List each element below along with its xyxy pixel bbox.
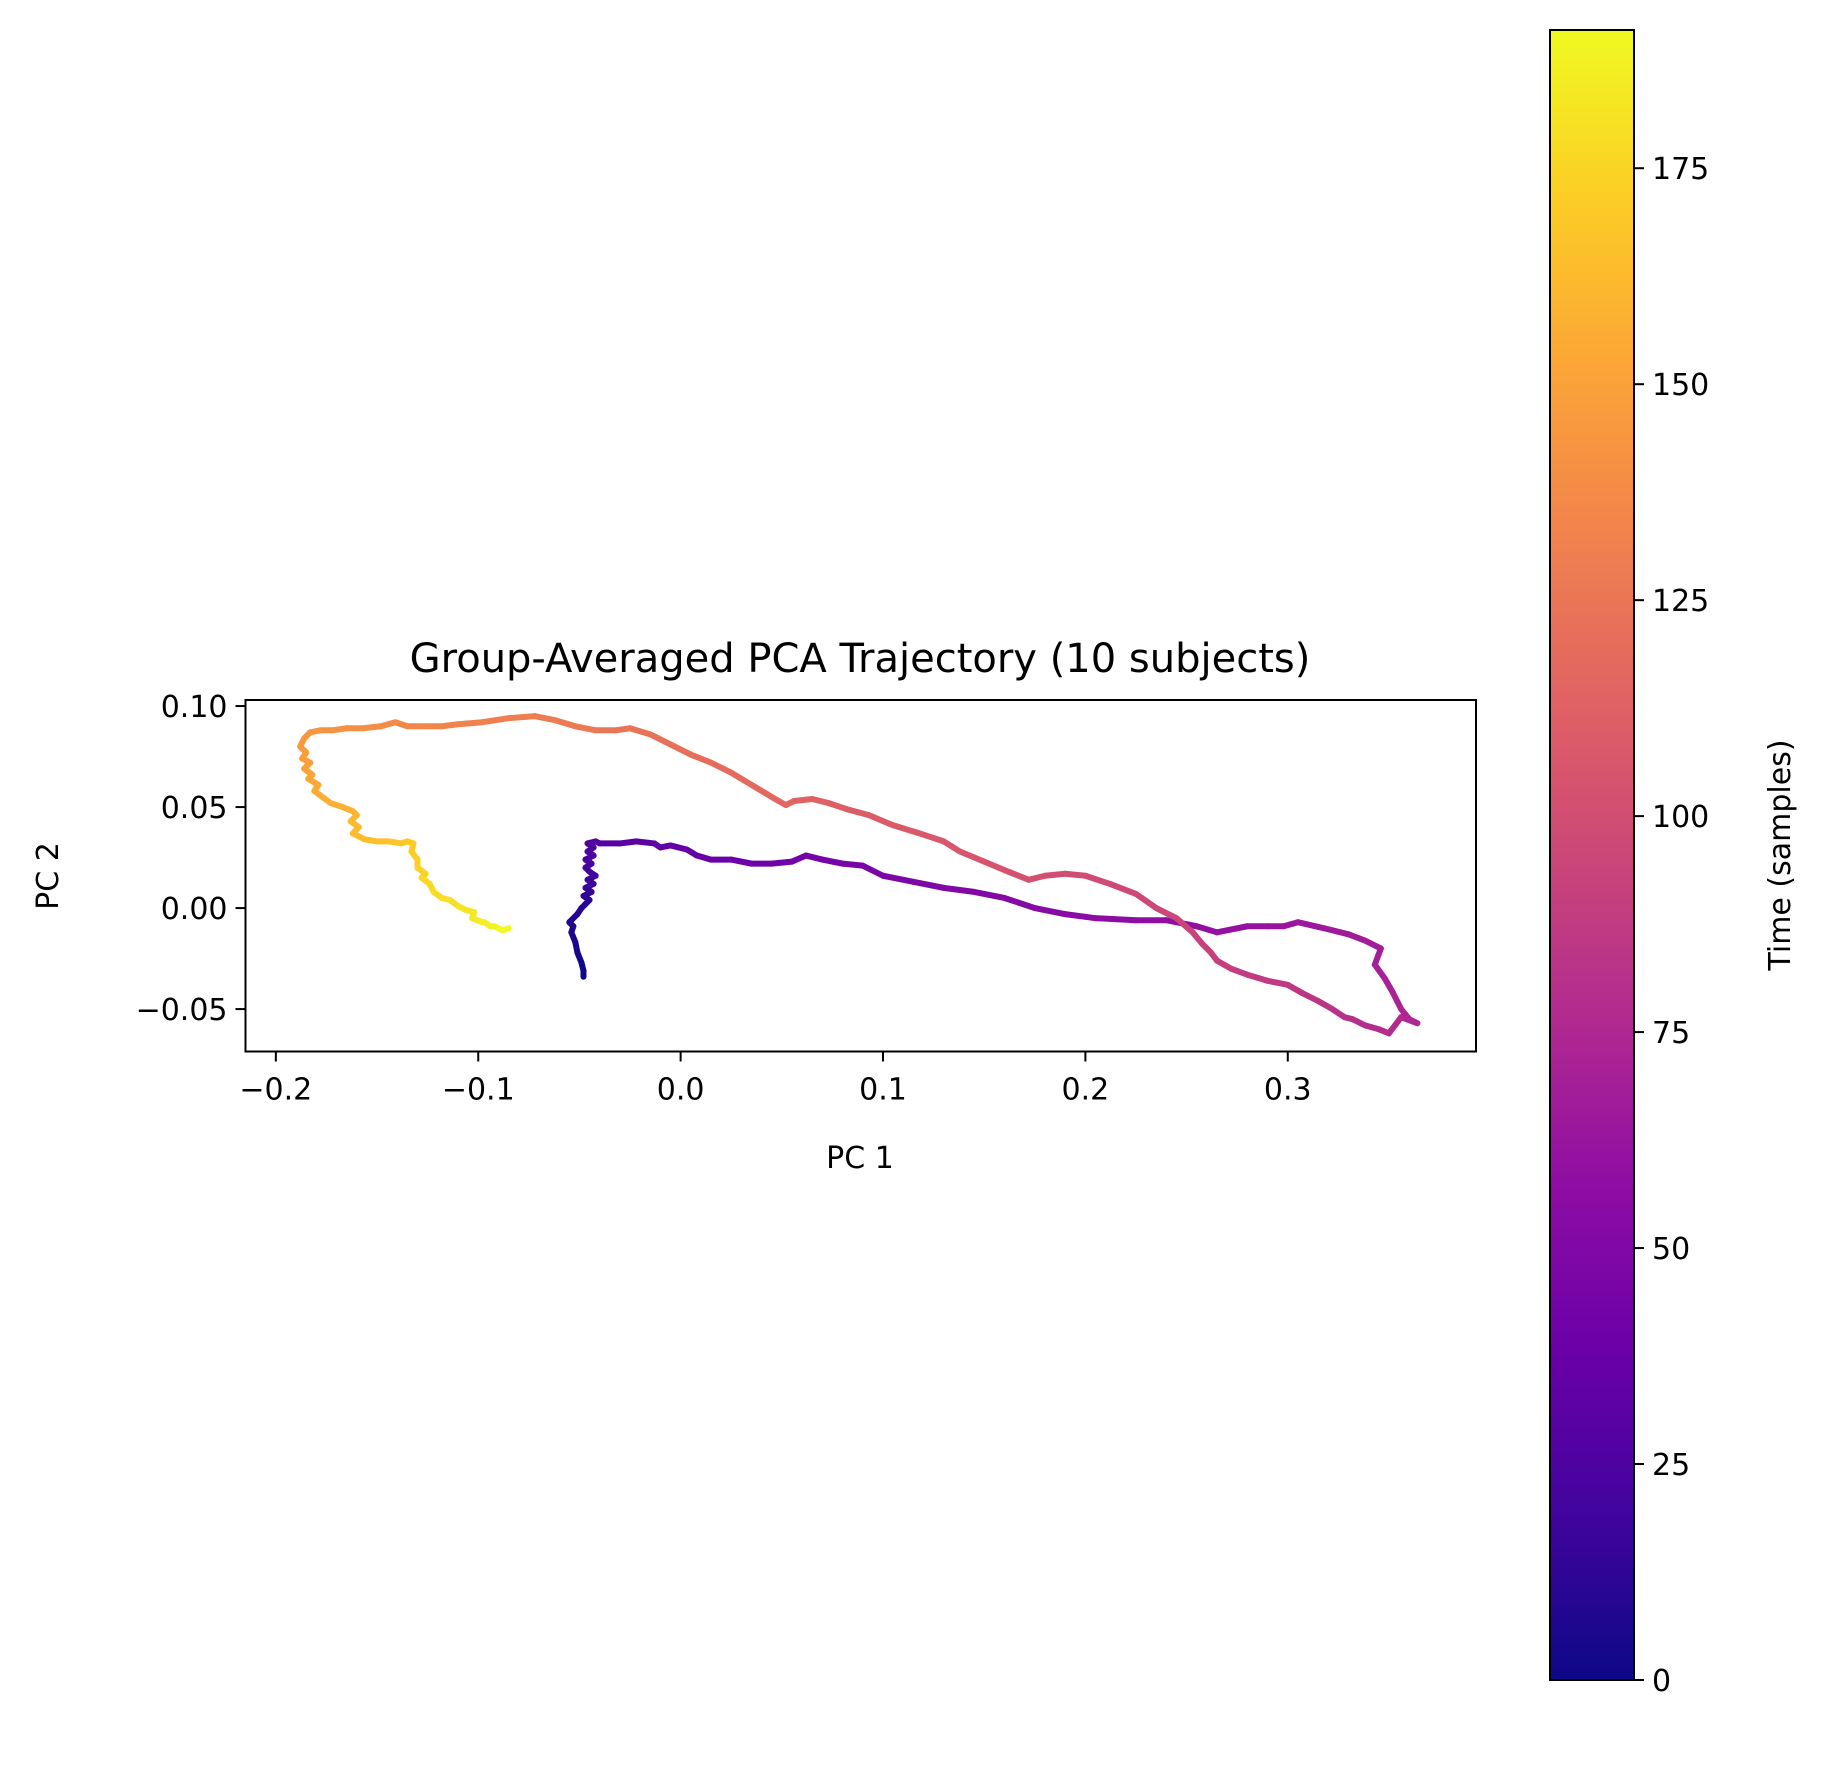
x-tick-label: 0.1 — [859, 1073, 907, 1108]
trajectory-segment — [1213, 923, 1251, 936]
y-axis-ticks: −0.05 0.00 0.05 0.10 — [136, 690, 246, 1028]
trajectory-segment — [1132, 890, 1160, 912]
trajectory-segment — [865, 812, 897, 829]
trajectory-segment — [859, 862, 887, 879]
trajectory-segment — [1082, 872, 1113, 887]
plot-area: −0.2 −0.1 0.0 0.1 0.2 0.3 −0.05 0.00 0.05 0.10 — [136, 690, 1477, 1108]
colorbar-tick-label: 0 — [1652, 1664, 1671, 1699]
trajectory-segment — [479, 715, 512, 726]
trajectory-segment — [359, 723, 385, 732]
x-axis-label: PC 1 — [826, 1141, 894, 1176]
trajectory-segment — [1092, 915, 1139, 924]
trajectory-segment — [728, 769, 755, 788]
trajectory-segment — [1041, 870, 1069, 879]
trajectory-segment — [1390, 989, 1405, 1013]
trajectory-segment — [839, 860, 866, 869]
trajectory-segment — [1173, 915, 1196, 936]
trajectory-segment — [916, 830, 947, 845]
trajectory-segment — [667, 741, 694, 758]
trajectory-segment — [1361, 937, 1384, 952]
colorbar-tick-label: 50 — [1652, 1232, 1690, 1267]
trajectory-segment — [633, 838, 658, 847]
x-axis-ticks: −0.2 −0.1 0.0 0.1 0.2 0.3 — [239, 1051, 1312, 1108]
trajectory-segment — [910, 878, 947, 891]
chart-title: Group-Averaged PCA Trajectory (10 subjec… — [410, 636, 1311, 682]
colorbar-fill — [1549, 29, 1635, 1681]
trajectory-segment — [1385, 1014, 1405, 1037]
trajectory-segment — [956, 848, 988, 865]
trajectory-segment — [981, 858, 1012, 875]
trajectory-segment — [552, 717, 579, 730]
trajectory-segment — [1193, 923, 1220, 936]
colorbar-label: Time (samples) — [1763, 739, 1798, 971]
trajectory-segment — [1062, 911, 1099, 922]
x-tick-label: 0.2 — [1062, 1073, 1110, 1108]
trajectory-segment — [940, 884, 978, 895]
colorbar-tick-label: 25 — [1652, 1448, 1690, 1483]
trajectory-segment — [728, 856, 755, 867]
trajectory-segment — [748, 781, 775, 800]
trajectory-segment — [572, 723, 599, 734]
y-axis-label: PC 2 — [31, 842, 66, 910]
y-tick-label: −0.05 — [136, 993, 228, 1028]
y-tick-label: 0.00 — [161, 892, 228, 927]
trajectory-segment — [825, 800, 850, 813]
trajectory-series — [297, 713, 1421, 1037]
trajectory-segment — [880, 872, 917, 885]
y-tick-label: 0.10 — [161, 690, 228, 725]
colorbar-tick-label: 125 — [1652, 584, 1709, 619]
trajectory-segment — [790, 795, 816, 805]
colorbar-tick-label: 100 — [1652, 800, 1709, 835]
trajectory-segment — [1321, 925, 1352, 938]
trajectory-segment — [1294, 919, 1328, 932]
trajectory-segment — [1062, 870, 1089, 879]
trajectory-segment — [499, 925, 512, 934]
trajectory-segment — [455, 719, 486, 728]
trajectory-segment — [843, 806, 872, 819]
x-tick-label: −0.2 — [239, 1073, 312, 1108]
x-tick-label: −0.1 — [442, 1073, 515, 1108]
trajectory-segment — [505, 713, 538, 722]
trajectory-segment — [1031, 905, 1069, 918]
trajectory-segment — [1106, 880, 1139, 897]
y-tick-label: 0.05 — [161, 791, 228, 826]
trajectory-segment — [1244, 971, 1271, 984]
trajectory-segment — [627, 725, 654, 738]
trajectory-segment — [940, 838, 963, 855]
trajectory-segment — [768, 858, 795, 867]
trajectory-segment — [1005, 868, 1032, 883]
trajectory-segment — [1264, 977, 1291, 988]
colorbar-tick-label: 75 — [1652, 1016, 1690, 1051]
x-tick-label: 0.0 — [657, 1073, 705, 1108]
colorbar-tick-label: 150 — [1652, 368, 1709, 403]
trajectory-segment — [707, 759, 735, 776]
colorbar-tick-label: 175 — [1652, 152, 1709, 187]
x-tick-label: 0.3 — [1264, 1073, 1312, 1108]
trajectory-segment — [1153, 905, 1180, 922]
trajectory-segment — [971, 888, 1008, 901]
trajectory-segment — [819, 856, 846, 867]
trajectory-segment — [1298, 989, 1322, 1004]
trajectory-segment — [647, 731, 674, 748]
trajectory-segment — [687, 751, 714, 766]
trajectory-segment — [890, 822, 923, 837]
trajectory-segment — [531, 713, 559, 724]
colorbar-ticks: 0 25 50 75 100 125 150 175 — [1634, 152, 1709, 1699]
plot-frame — [244, 699, 1477, 1053]
colorbar: 0 25 50 75 100 125 150 175 Time (samples) — [1549, 29, 1798, 1699]
trajectory-segment — [1001, 894, 1038, 912]
